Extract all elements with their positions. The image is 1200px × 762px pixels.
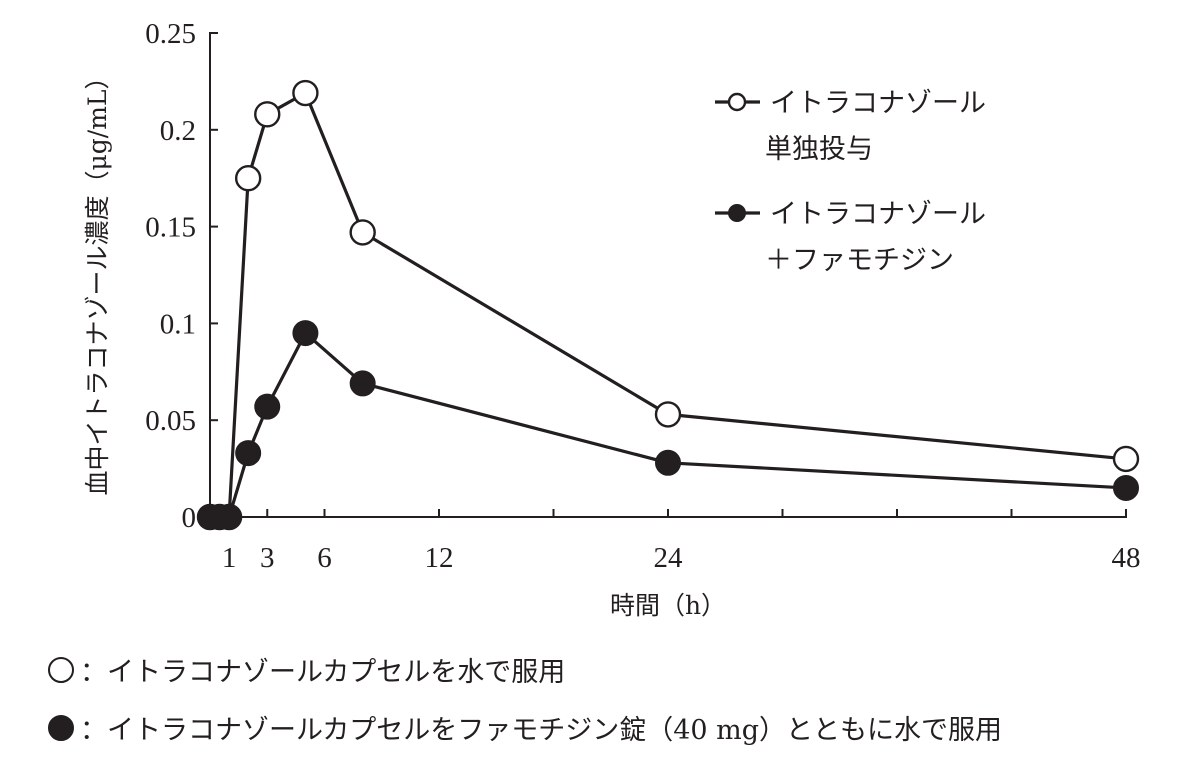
data-point-filled [349, 370, 376, 397]
data-point-open [349, 219, 376, 246]
y-tick-label: 0.2 [160, 115, 196, 147]
legend-label: 単独投与 [765, 134, 873, 165]
data-point-open [654, 401, 682, 428]
data-point-open [292, 79, 319, 107]
data-point-filled [216, 504, 243, 530]
data-point-filled [655, 449, 681, 476]
legend-label: イトラコナゾール [770, 199, 986, 230]
x-tick-label: 48 [1112, 542, 1141, 574]
data-point-open [1112, 445, 1140, 473]
open-circle-icon [727, 92, 747, 112]
x-tick-label: 12 [425, 542, 454, 574]
x-tick-label: 3 [260, 542, 275, 574]
y-tick-label: 0.15 [145, 212, 196, 244]
filled-circle-icon [48, 714, 74, 741]
legend-label: イトラコナゾール [770, 88, 986, 119]
series-group [196, 79, 1140, 531]
open-circle-icon [48, 656, 74, 683]
y-axis-title: 血中イトラコナゾール濃度（μg/mL） [83, 65, 112, 496]
footnote-open-circle: ：イトラコナゾールカプセルを水で服用 [48, 650, 565, 689]
y-tick-label: 0.25 [145, 18, 196, 50]
footnote-filled-circle: ：イトラコナゾールカプセルをファモチジン錠（40 mg）とともに水で服用 [48, 708, 1002, 747]
data-point-filled [292, 320, 319, 347]
x-tick-label: 1 [222, 542, 237, 574]
x-tick-label: 24 [654, 542, 684, 574]
x-axis-title: 時間（h） [610, 591, 726, 620]
y-tick-label: 0.1 [160, 308, 196, 340]
filled-circle-icon [728, 204, 746, 222]
data-point-filled [254, 393, 281, 420]
x-tick-label: 6 [317, 542, 332, 574]
axes: 0 0.05 0.1 0.15 0.2 0.25 1 3 6 12 24 48 時間（h） [145, 18, 1140, 620]
y-tick-label: 0.05 [145, 405, 196, 437]
legend-label: ＋ファモチジン [765, 245, 954, 276]
data-point-open [234, 164, 262, 192]
footnote-text: ：イトラコナゾールカプセルを水で服用 [80, 657, 566, 688]
concentration-time-chart: 血中イトラコナゾール濃度（μg/mL） 0 0.05 0.1 0.15 0.2 0.25 1… [83, 18, 1141, 620]
y-axis-title-group: 血中イトラコナゾール濃度（μg/mL） [83, 65, 112, 496]
y-tick-label: 0 [182, 502, 197, 534]
data-point-filled [235, 440, 262, 467]
footnote-text: ：イトラコナゾールカプセルをファモチジン錠（40 mg）とともに水で服用 [80, 715, 1003, 746]
data-point-filled [1113, 474, 1139, 501]
data-point-open [254, 101, 281, 128]
